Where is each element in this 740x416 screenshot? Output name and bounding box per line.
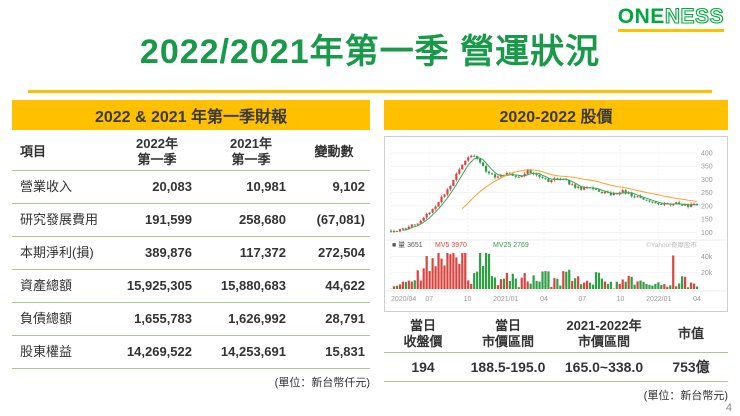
svg-text:04: 04 xyxy=(693,296,701,303)
fin-header-row: 項目 2022年 第一季 2021年 第一季 變動數 xyxy=(12,134,370,171)
fin-data-row: 本期淨利(損) 389,876 117,372 272,504 xyxy=(12,237,370,270)
fin-change-value: 28,791 xyxy=(325,311,365,327)
price-value: 194 xyxy=(411,359,435,375)
stock-price-panel: 2020-2022 股價 400 350 300 250 200 150 100 2020/0… xyxy=(384,100,728,403)
fin-2021-value: 1,626,992 xyxy=(228,311,286,327)
logo-underline xyxy=(617,29,724,32)
fin-2021-value: 10,981 xyxy=(246,179,286,195)
stock-chart: 400 350 300 250 200 150 100 2020/04 07 10 2021/01 0… xyxy=(384,136,728,312)
fin-2022-value: 1,655,783 xyxy=(134,311,192,327)
chart-grid xyxy=(385,145,727,292)
svg-text:07: 07 xyxy=(578,296,586,303)
legend-mv5: MV5 3970 xyxy=(435,242,467,249)
logo-text-ness: NESS xyxy=(664,5,724,28)
title-divider xyxy=(28,90,712,93)
fin-data-row: 負債總額 1,655,783 1,626,992 28,791 xyxy=(12,303,370,336)
price-col-header: 當日 市價區間 xyxy=(481,318,534,349)
financial-report-panel: 2022 & 2021 年第一季財報 項目 2022年 第一季 2021年 第一季 變動數… xyxy=(12,100,370,390)
fin-row-label: 研究發展費用 xyxy=(20,212,99,228)
fin-2021-value: 14,253,691 xyxy=(220,344,286,360)
svg-text:300: 300 xyxy=(701,177,713,184)
price-col-header: 2021-2022年 市價區間 xyxy=(566,318,642,349)
unit-note-right: (單位：新台幣元) xyxy=(643,390,728,402)
fin-row-label: 營業收入 xyxy=(20,179,73,195)
fin-change-value: 272,504 xyxy=(318,245,365,261)
oneness-logo: ONENESS xyxy=(617,5,724,32)
svg-text:10: 10 xyxy=(617,296,625,303)
svg-text:150: 150 xyxy=(701,217,713,224)
stock-panel-header: 2020-2022 股價 xyxy=(384,100,728,130)
price-value: 753億 xyxy=(672,359,710,375)
page-number: 4 xyxy=(725,402,732,414)
fin-change-value: 15,831 xyxy=(325,344,365,360)
candlesticks xyxy=(389,154,699,233)
legend-mv25: MV25 2769 xyxy=(493,242,529,249)
stock-summary-table: 當日 收盤價 當日 市價區間 2021-2022年 市價區間 市值 194 188.5-195.… xyxy=(384,316,728,382)
fin-col-header: 2021年 第一季 xyxy=(230,136,272,167)
fin-2022-value: 14,269,522 xyxy=(126,344,192,360)
fin-data-row: 資產總額 15,925,305 15,880,683 44,622 xyxy=(12,270,370,303)
svg-text:100: 100 xyxy=(701,230,713,237)
fin-col-header: 2022年 第一季 xyxy=(136,136,178,167)
svg-text:20k: 20k xyxy=(701,270,713,277)
fin-data-row: 股東權益 14,269,522 14,253,691 15,831 xyxy=(12,336,370,369)
financial-table: 項目 2022年 第一季 2021年 第一季 變動數營業收入 20,083 10,981 9,1… xyxy=(12,134,370,369)
price-value: 165.0~338.0 xyxy=(564,359,644,375)
price-col-header: 市值 xyxy=(677,326,704,342)
svg-text:2020/04: 2020/04 xyxy=(391,296,416,303)
stock-chart-svg: 400 350 300 250 200 150 100 2020/04 07 10 2021/01 0… xyxy=(385,145,727,303)
fin-row-label: 負債總額 xyxy=(20,311,73,327)
fin-row-label: 資產總額 xyxy=(20,278,73,294)
fin-col-header: 項目 xyxy=(20,144,47,160)
fin-col-header: 變動數 xyxy=(314,144,354,160)
fin-2022-value: 389,876 xyxy=(145,245,192,261)
fin-2022-value: 20,083 xyxy=(152,179,192,195)
chart-labels: 400 350 300 250 200 150 100 2020/04 07 10 2021/01 0… xyxy=(391,150,713,303)
svg-text:10: 10 xyxy=(464,296,472,303)
fin-row-label: 股東權益 xyxy=(20,344,73,360)
svg-text:2022/01: 2022/01 xyxy=(646,296,671,303)
svg-text:200: 200 xyxy=(701,203,713,210)
fin-data-row: 研究發展費用 191,599 258,680 (67,081) xyxy=(12,204,370,237)
logo-text-one: ONE xyxy=(617,5,665,28)
moving-average-lines xyxy=(402,157,698,231)
financial-panel-header: 2022 & 2021 年第一季財報 xyxy=(12,100,370,130)
svg-text:04: 04 xyxy=(540,296,548,303)
price-header-row: 當日 收盤價 當日 市價區間 2021-2022年 市價區間 市值 xyxy=(384,316,728,353)
fin-2021-value: 258,680 xyxy=(239,212,286,228)
volume-bars xyxy=(389,253,699,289)
svg-text:2021/01: 2021/01 xyxy=(493,296,518,303)
svg-text:40k: 40k xyxy=(701,254,713,261)
fin-data-row: 營業收入 20,083 10,981 9,102 xyxy=(12,171,370,204)
fin-change-value: 9,102 xyxy=(332,179,365,195)
fin-2022-value: 191,599 xyxy=(145,212,192,228)
svg-text:400: 400 xyxy=(701,150,713,157)
chart-watermark: ©Yahoo!奇摩股市 xyxy=(646,240,697,249)
svg-text:07: 07 xyxy=(425,296,433,303)
fin-2021-value: 15,880,683 xyxy=(220,278,286,294)
price-value-row: 194 188.5-195.0 165.0~338.0 753億 xyxy=(384,353,728,382)
slide-title: 2022/2021年第一季 營運狀況 xyxy=(139,33,601,71)
fin-change-value: 44,622 xyxy=(325,278,365,294)
svg-text:250: 250 xyxy=(701,190,713,197)
fin-2021-value: 117,372 xyxy=(239,245,286,261)
price-value: 188.5-195.0 xyxy=(470,359,546,375)
unit-note-left: (單位：新台幣仟元) xyxy=(274,377,370,389)
svg-text:350: 350 xyxy=(701,164,713,171)
fin-change-value: (67,081) xyxy=(316,212,365,228)
fin-2022-value: 15,925,305 xyxy=(126,278,192,294)
fin-row-label: 本期淨利(損) xyxy=(20,245,94,261)
price-col-header: 當日 收盤價 xyxy=(403,318,443,349)
legend-volume: ■ 量 3651 xyxy=(392,241,423,249)
